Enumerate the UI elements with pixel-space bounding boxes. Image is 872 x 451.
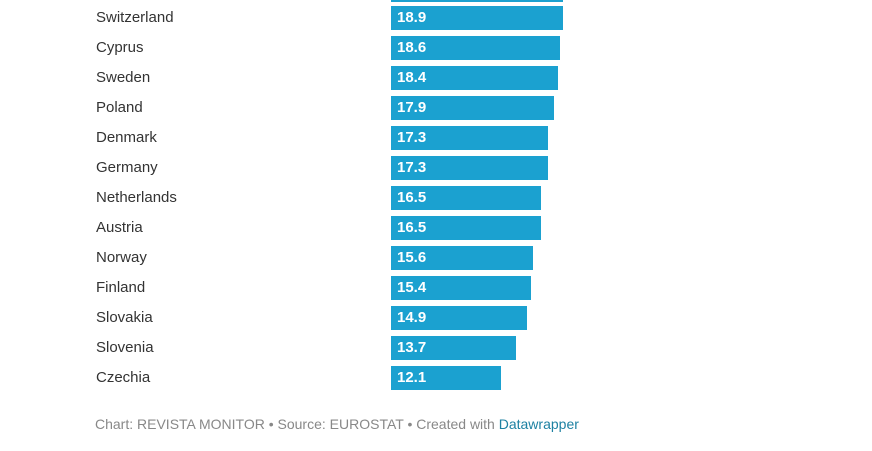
value-label: 13.7 xyxy=(397,339,427,356)
value-label: 14.9 xyxy=(397,309,427,326)
bar xyxy=(391,246,533,270)
bar xyxy=(391,126,548,150)
value-label: 15.4 xyxy=(397,279,427,296)
bar xyxy=(391,6,563,30)
category-label: Slovenia xyxy=(96,339,154,356)
value-label: 16.5 xyxy=(397,219,427,236)
value-label: 12.1 xyxy=(397,369,427,386)
value-label: 17.3 xyxy=(397,129,427,146)
category-label: Sweden xyxy=(96,69,151,86)
bar xyxy=(391,336,516,360)
bar xyxy=(391,216,541,240)
bar xyxy=(391,276,531,300)
bar xyxy=(391,96,554,120)
category-label: Norway xyxy=(96,249,147,266)
value-label: 18.4 xyxy=(397,69,427,86)
datawrapper-link[interactable]: Datawrapper xyxy=(498,416,579,432)
chart-footer: Chart: REVISTA MONITOR • Source: EUROSTA… xyxy=(95,416,579,432)
value-label: 17.3 xyxy=(397,159,427,176)
category-label: Poland xyxy=(96,99,143,116)
category-label: Austria xyxy=(96,219,143,236)
footer-credits: Chart: REVISTA MONITOR • Source: EUROSTA… xyxy=(95,416,499,432)
bar xyxy=(391,156,548,180)
bar xyxy=(391,306,527,330)
category-label: Denmark xyxy=(96,129,157,146)
bar-chart: Switzerland 18.9 Cyprus 18.6 Sweden 18.4 Polan… xyxy=(96,0,563,390)
bar xyxy=(391,66,558,90)
category-label: Germany xyxy=(96,159,158,176)
value-label: 15.6 xyxy=(397,249,427,266)
category-label: Cyprus xyxy=(96,39,144,56)
bar-partial xyxy=(391,0,563,2)
category-label: Slovakia xyxy=(96,309,153,326)
bar xyxy=(391,366,501,390)
value-label: 18.9 xyxy=(397,9,427,26)
bar xyxy=(391,36,560,60)
value-label: 17.9 xyxy=(397,99,427,116)
category-label: Czechia xyxy=(96,369,151,386)
category-label: Netherlands xyxy=(96,189,177,206)
value-label: 18.6 xyxy=(397,39,427,56)
category-label: Switzerland xyxy=(96,9,174,26)
category-label: Finland xyxy=(96,279,146,296)
bar xyxy=(391,186,541,210)
value-label: 16.5 xyxy=(397,189,427,206)
